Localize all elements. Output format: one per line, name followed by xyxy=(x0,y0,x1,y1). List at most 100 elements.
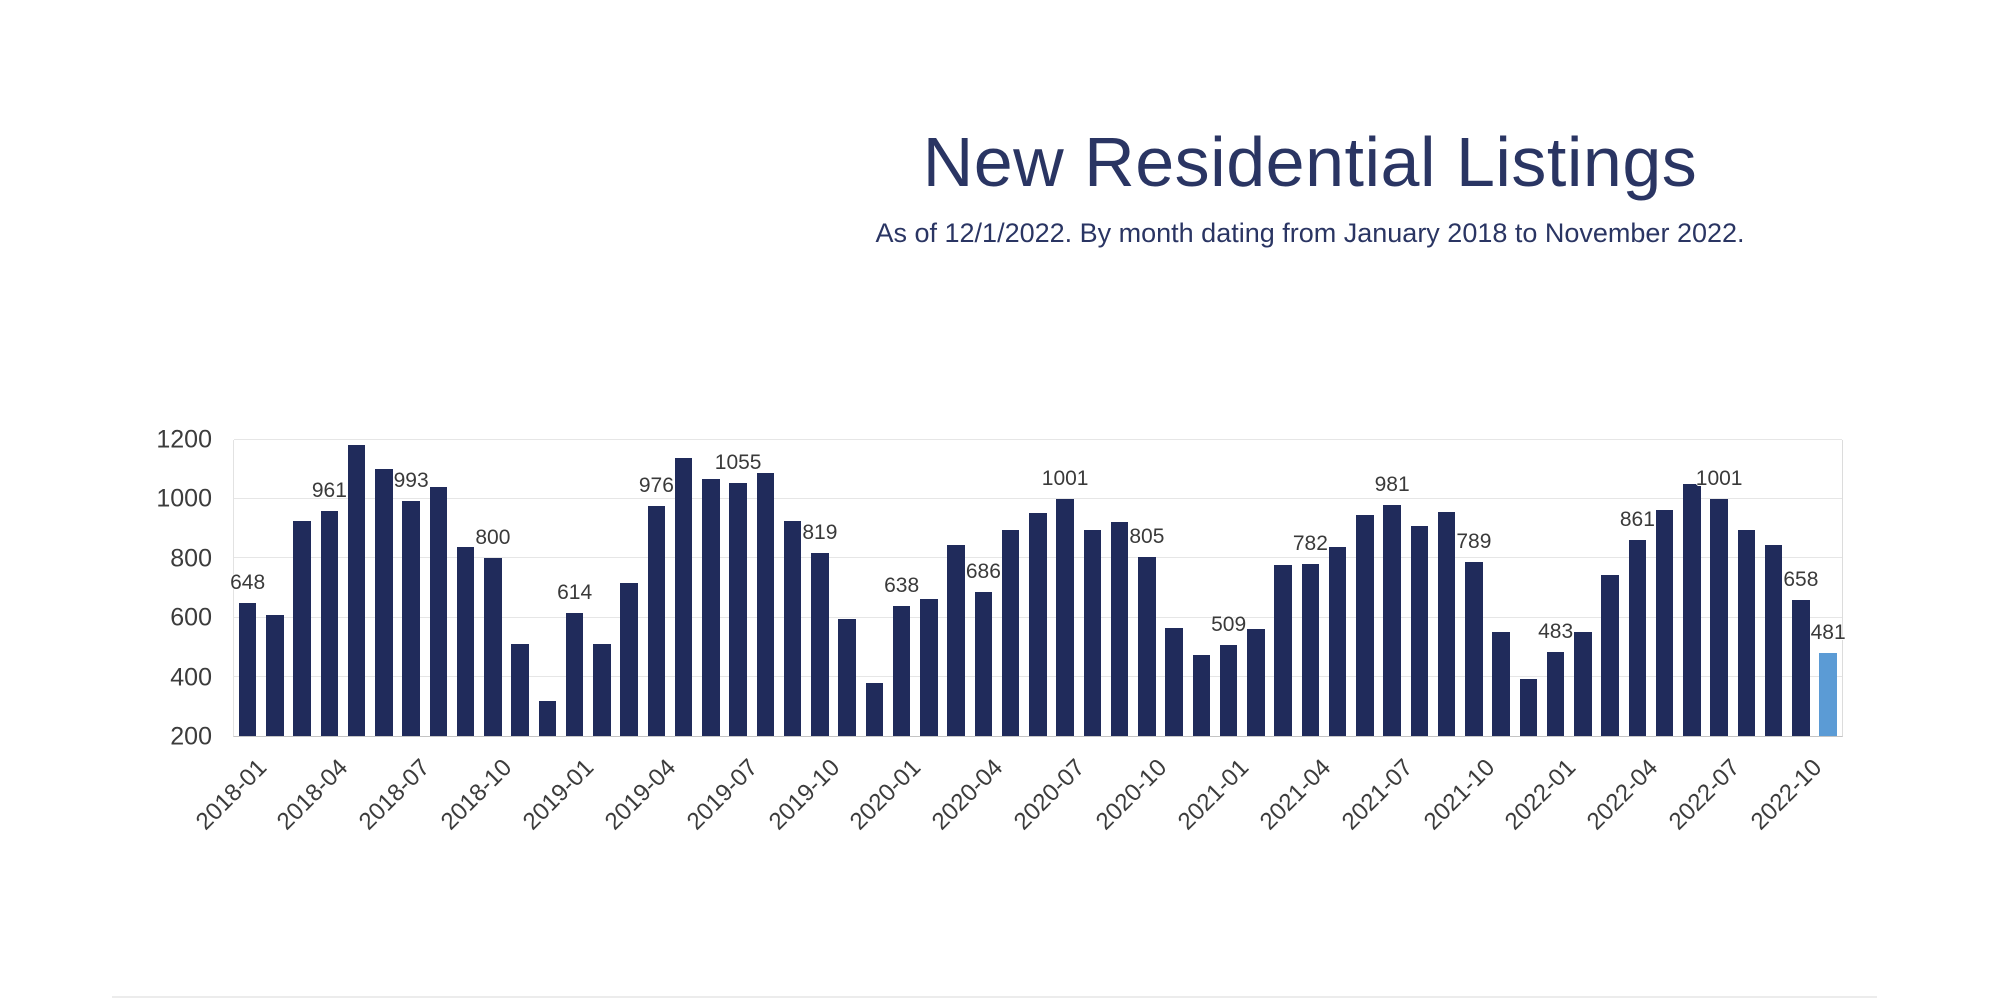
bar-2019-01[interactable] xyxy=(565,613,584,736)
y-tick-label-600: 600 xyxy=(170,603,212,632)
bar-value-label-2018-01: 648 xyxy=(230,571,266,595)
bar-slot-2021-02 xyxy=(1242,440,1269,736)
bar-slot-2021-12 xyxy=(1515,440,1542,736)
bar-2020-11[interactable] xyxy=(1165,627,1183,736)
bar-2019-12[interactable] xyxy=(865,682,884,736)
plot-area: 648 961 993 800 614 976 1055 819 638 686 1001 805 50… xyxy=(230,439,1846,737)
bar-2022-01[interactable] xyxy=(1546,652,1565,736)
bar-2021-11[interactable] xyxy=(1492,632,1510,736)
bar-slot-2020-05 xyxy=(997,440,1024,736)
bar-2021-05[interactable] xyxy=(1328,547,1347,736)
bar-2022-02[interactable] xyxy=(1574,632,1592,736)
bar-2022-05[interactable] xyxy=(1655,510,1674,736)
gridline-1000 xyxy=(234,498,1842,500)
bar-slot-2018-07: 993 xyxy=(394,440,429,736)
bar-value-label-2020-07: 1001 xyxy=(1041,466,1089,490)
bar-2021-03[interactable] xyxy=(1274,565,1292,736)
bar-2018-08[interactable] xyxy=(429,487,448,736)
bar-2018-06[interactable] xyxy=(375,468,393,736)
x-tick-label-2018-07: 2018-07 xyxy=(354,754,436,836)
x-tick-label-2021-07: 2021-07 xyxy=(1336,754,1418,836)
bar-slot-2019-02 xyxy=(588,440,615,736)
bar-2021-10[interactable] xyxy=(1465,561,1483,736)
bar-2021-12[interactable] xyxy=(1519,678,1538,736)
bar-slot-2019-12 xyxy=(861,440,888,736)
bar-2019-07[interactable] xyxy=(729,482,747,736)
bar-2018-03[interactable] xyxy=(293,521,311,736)
bar-slot-2018-01: 648 xyxy=(230,440,265,736)
bar-2019-04[interactable] xyxy=(647,506,666,736)
bar-2018-02[interactable] xyxy=(266,615,284,736)
bar-2021-04[interactable] xyxy=(1301,563,1320,736)
bar-slot-2018-03 xyxy=(289,440,316,736)
bar-2022-09[interactable] xyxy=(1764,545,1783,736)
bar-value-label-2022-10: 658 xyxy=(1783,568,1819,592)
bar-2021-08[interactable] xyxy=(1410,525,1429,736)
x-tick-label-2018-10: 2018-10 xyxy=(435,754,518,836)
bar-2020-02[interactable] xyxy=(920,598,938,736)
bar-2019-11[interactable] xyxy=(838,619,856,736)
bar-2021-01[interactable] xyxy=(1219,644,1238,736)
bar-slot-2020-02 xyxy=(915,440,942,736)
y-tick-label-1200: 1200 xyxy=(156,425,212,454)
bar-2019-08[interactable] xyxy=(756,472,775,736)
bar-2018-01[interactable] xyxy=(238,603,257,736)
bar-2020-09[interactable] xyxy=(1110,521,1129,736)
bar-2020-10[interactable] xyxy=(1138,556,1156,736)
bar-slot-2022-08 xyxy=(1733,440,1760,736)
bar-2022-03[interactable] xyxy=(1601,574,1619,736)
bar-2020-01[interactable] xyxy=(892,606,911,736)
bar-2019-06[interactable] xyxy=(702,479,720,736)
bar-slot-2018-04: 961 xyxy=(312,440,347,736)
bar-2020-03[interactable] xyxy=(947,545,965,736)
bar-2022-07[interactable] xyxy=(1710,498,1728,736)
bar-2019-10[interactable] xyxy=(811,552,829,736)
y-tick-label-400: 400 xyxy=(170,663,212,692)
bar-slot-2022-10: 658 xyxy=(1783,440,1818,736)
bar-2022-06[interactable] xyxy=(1683,483,1701,736)
bar-2019-03[interactable] xyxy=(620,582,638,736)
bar-value-label-2021-01: 509 xyxy=(1211,612,1247,636)
bar-2021-07[interactable] xyxy=(1383,504,1401,736)
bar-2018-05[interactable] xyxy=(347,445,366,736)
bar-slot-2018-06 xyxy=(370,440,397,736)
bar-2018-09[interactable] xyxy=(456,547,475,736)
bar-2022-11[interactable] xyxy=(1819,652,1837,736)
bar-2022-08[interactable] xyxy=(1737,529,1756,736)
bar-2018-07[interactable] xyxy=(402,501,420,736)
bar-2019-05[interactable] xyxy=(674,457,693,736)
bar-2021-02[interactable] xyxy=(1247,628,1265,736)
bar-2018-04[interactable] xyxy=(320,510,339,736)
bar-2020-04[interactable] xyxy=(974,592,993,736)
bar-slot-2021-09 xyxy=(1433,440,1460,736)
bar-2018-12[interactable] xyxy=(538,701,557,736)
bar-slot-2018-10: 800 xyxy=(475,440,510,736)
bar-slot-2020-01: 638 xyxy=(884,440,919,736)
bar-value-label-2018-10: 800 xyxy=(475,526,511,550)
bar-2019-09[interactable] xyxy=(783,521,802,736)
x-tick-label-2021-04: 2021-04 xyxy=(1254,754,1336,836)
bar-slot-2022-11: 481 xyxy=(1811,440,1846,736)
bar-2021-06[interactable] xyxy=(1356,514,1374,736)
bar-2020-12[interactable] xyxy=(1192,654,1211,736)
page-bottom-divider xyxy=(112,996,1877,998)
bar-2022-04[interactable] xyxy=(1628,540,1647,736)
bar-2020-07[interactable] xyxy=(1056,498,1074,736)
x-tick-label-2020-10: 2020-10 xyxy=(1090,754,1173,836)
bar-2019-02[interactable] xyxy=(593,643,611,736)
bar-slot-2021-07: 981 xyxy=(1375,440,1410,736)
bar-2020-06[interactable] xyxy=(1029,513,1047,736)
bar-2022-10[interactable] xyxy=(1792,600,1810,736)
bar-2018-10[interactable] xyxy=(484,558,502,736)
bar-2020-05[interactable] xyxy=(1001,529,1020,736)
bar-slot-2020-08 xyxy=(1079,440,1106,736)
bar-2020-08[interactable] xyxy=(1083,529,1102,736)
x-tick-label-2019-07: 2019-07 xyxy=(681,754,763,836)
bar-2018-11[interactable] xyxy=(511,643,529,736)
bar-slot-2021-08 xyxy=(1406,440,1433,736)
bar-value-label-2021-07: 981 xyxy=(1374,472,1410,496)
bar-2021-09[interactable] xyxy=(1437,512,1456,736)
x-tick-label-2018-04: 2018-04 xyxy=(272,754,354,836)
bar-slot-2019-11 xyxy=(834,440,861,736)
